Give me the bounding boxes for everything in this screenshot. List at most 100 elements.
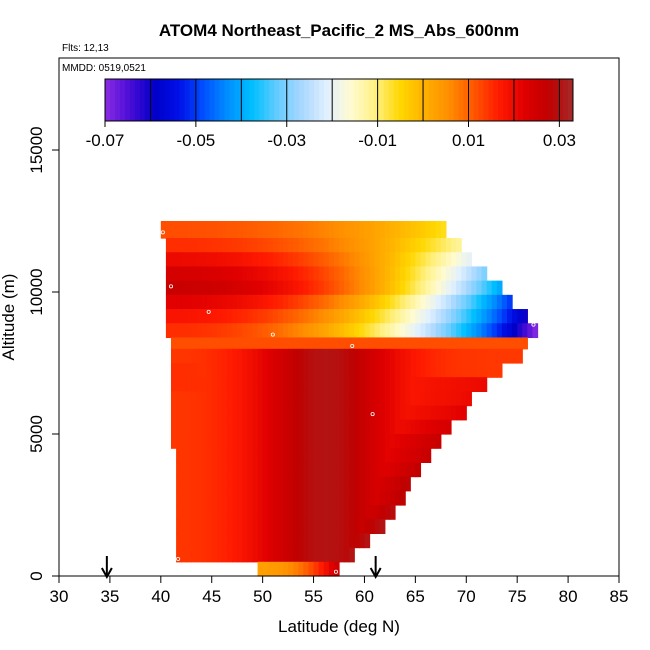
heatmap-cell	[186, 476, 192, 492]
heatmap-cell	[440, 280, 447, 296]
heatmap-cell	[288, 323, 294, 339]
heatmap-cell	[318, 323, 325, 339]
heatmap-cell	[425, 266, 432, 282]
heatmap-cell	[501, 294, 508, 310]
heatmap-cell	[456, 309, 462, 324]
heatmap-cell	[389, 419, 396, 435]
heatmap-cell	[369, 294, 376, 310]
heatmap-cell	[364, 309, 371, 324]
colorbar-swatch	[234, 79, 240, 121]
heatmap-cell	[298, 405, 304, 421]
heatmap-cell	[186, 519, 192, 534]
heatmap-cell	[512, 323, 518, 339]
heatmap-cell	[221, 323, 228, 339]
arrow-marker	[369, 556, 382, 580]
heatmap-cell	[359, 533, 366, 549]
heatmap-cell	[201, 533, 208, 549]
heatmap-cell	[323, 280, 330, 296]
heatmap-cell	[344, 280, 350, 296]
heatmap-cell	[491, 348, 498, 364]
heatmap-cell	[216, 377, 223, 392]
colorbar-tick-label: -0.03	[267, 131, 306, 150]
heatmap-cell	[344, 547, 350, 563]
heatmap-cell	[298, 252, 304, 268]
heatmap-cell	[277, 419, 284, 435]
colorbar-swatch	[538, 79, 544, 121]
heatmap-cell	[349, 377, 355, 392]
heatmap-cell	[405, 252, 411, 268]
heatmap-cell	[171, 377, 177, 392]
heatmap-cell	[216, 533, 223, 549]
heatmap-cell	[435, 405, 442, 421]
heatmap-cell	[303, 434, 310, 449]
heatmap-cell	[227, 547, 233, 563]
heatmap-cell	[323, 547, 330, 563]
heatmap-cell	[395, 309, 401, 324]
colorbar-swatch	[194, 79, 201, 121]
heatmap-cell	[277, 252, 284, 268]
heatmap-cell	[277, 519, 284, 534]
heatmap-cell	[471, 377, 478, 392]
heatmap-cell	[333, 309, 340, 324]
heatmap-cell	[221, 419, 228, 435]
heatmap-cell	[420, 348, 427, 364]
heatmap-cell	[283, 533, 289, 549]
heatmap-cell	[227, 309, 233, 324]
colorbar-swatch	[493, 79, 499, 121]
heatmap-cell	[369, 377, 376, 392]
heatmap-cell	[221, 533, 228, 549]
heatmap-cell	[415, 238, 422, 253]
heatmap-cell	[400, 377, 406, 392]
heatmap-cell	[512, 309, 518, 324]
heatmap-cell	[181, 476, 187, 492]
heatmap-cell	[242, 405, 248, 421]
heatmap-cell	[364, 221, 371, 239]
heatmap-cell	[344, 323, 350, 339]
colorbar-swatch	[289, 79, 295, 121]
heatmap-cell	[318, 505, 325, 520]
heatmap-cell	[379, 519, 386, 534]
heatmap-cell	[288, 519, 294, 534]
heatmap-cell	[476, 348, 483, 364]
heatmap-cell	[252, 309, 259, 324]
heatmap-cell	[201, 547, 208, 563]
heatmap-cell	[384, 294, 391, 310]
heatmap-cell	[242, 434, 248, 449]
heatmap-cell	[211, 294, 218, 310]
colorbar-swatch	[403, 79, 410, 121]
heatmap-cell	[257, 280, 264, 296]
heatmap-cell	[476, 377, 483, 392]
heatmap-cell	[374, 434, 381, 449]
heatmap-cell	[328, 405, 335, 421]
heatmap-cell	[227, 476, 233, 492]
heatmap-cell	[374, 266, 381, 282]
heatmap-cell	[211, 323, 218, 339]
heatmap-cell	[364, 266, 371, 282]
heatmap-cell	[354, 309, 360, 324]
heatmap-cell	[247, 519, 254, 534]
heatmap-cell	[303, 391, 310, 407]
heatmap-cell	[445, 419, 452, 435]
heatmap-cell	[191, 448, 198, 463]
heatmap-cell	[293, 462, 299, 478]
heatmap-cell	[461, 337, 467, 350]
heatmap-cell	[318, 547, 325, 563]
heatmap-cell	[466, 348, 472, 364]
heatmap-cell	[196, 448, 203, 463]
heatmap-cell	[293, 561, 299, 577]
heatmap-cell	[354, 405, 360, 421]
heatmap-cell	[415, 221, 422, 239]
colorbar-swatch	[189, 79, 196, 121]
colorbar-swatch	[443, 79, 450, 121]
heatmap-cell	[237, 448, 243, 463]
heatmap-cell	[328, 266, 335, 282]
heatmap-cell	[257, 476, 264, 492]
heatmap-cell	[313, 405, 320, 421]
heatmap-cell	[456, 280, 462, 296]
heatmap-cell	[496, 294, 503, 310]
heatmap-cell	[196, 363, 203, 378]
heatmap-cell	[349, 337, 355, 350]
heatmap-cell	[181, 238, 187, 253]
heatmap-cell	[237, 221, 243, 239]
heatmap-cell	[354, 266, 360, 282]
